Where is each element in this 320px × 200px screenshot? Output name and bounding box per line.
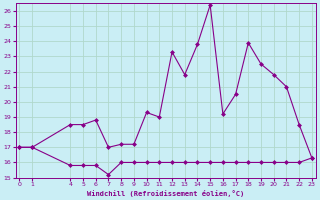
X-axis label: Windchill (Refroidissement éolien,°C): Windchill (Refroidissement éolien,°C) xyxy=(87,190,244,197)
